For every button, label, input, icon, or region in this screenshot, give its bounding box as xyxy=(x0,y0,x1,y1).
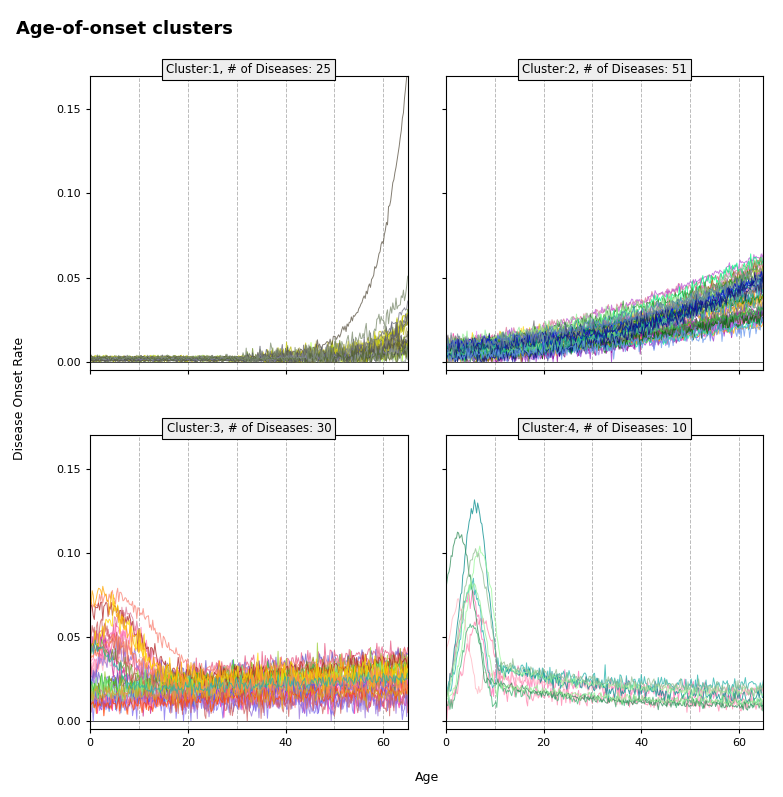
Text: Age-of-onset clusters: Age-of-onset clusters xyxy=(16,20,233,38)
Text: Disease Onset Rate: Disease Onset Rate xyxy=(13,337,26,460)
Title: Cluster:2, # of Diseases: 51: Cluster:2, # of Diseases: 51 xyxy=(522,63,687,76)
Text: Age: Age xyxy=(415,771,438,783)
Title: Cluster:4, # of Diseases: 10: Cluster:4, # of Diseases: 10 xyxy=(522,422,687,435)
Title: Cluster:1, # of Diseases: 25: Cluster:1, # of Diseases: 25 xyxy=(167,63,331,76)
Title: Cluster:3, # of Diseases: 30: Cluster:3, # of Diseases: 30 xyxy=(167,422,331,435)
